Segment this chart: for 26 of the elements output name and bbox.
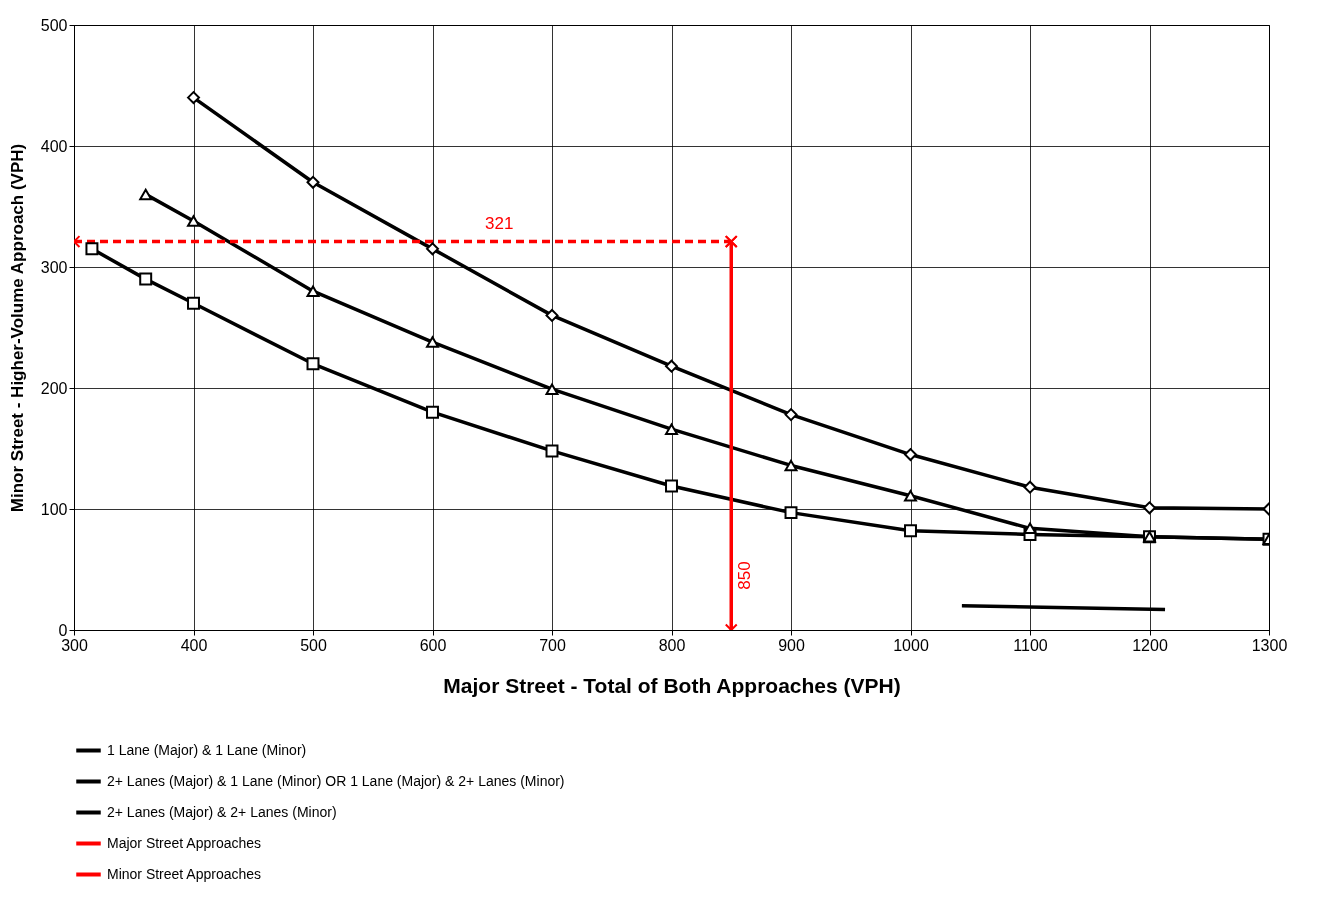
legend-label: 2+ Lanes (Major) & 1 Lane (Minor) OR 1 Lane (Major) & 2+ Lanes (Minor): [107, 772, 565, 789]
y-tick-label: 300: [40, 258, 68, 276]
x-tick-label: 1100: [1013, 636, 1048, 654]
x-tick-label: 400: [180, 636, 208, 654]
y-tick-label: 400: [40, 137, 68, 155]
legend-label: Minor Street Approaches: [107, 865, 262, 882]
x-tick-label: 900: [778, 636, 805, 654]
x-tick-label: 1300: [1251, 636, 1288, 654]
y-tick-label: 0: [58, 621, 68, 639]
annotation: 850: [735, 561, 755, 590]
y-axis-title: Minor Street - Higher-Volume Approach (VPH): [7, 143, 27, 513]
legend-label: Major Street Approaches: [107, 834, 262, 851]
x-tick-label: 500: [300, 636, 327, 654]
x-tick-label: 700: [539, 636, 566, 654]
x-tick-label: 1000: [893, 636, 929, 654]
y-tick-label: 500: [40, 16, 68, 34]
x-tick-label: 800: [658, 636, 686, 654]
x-tick-label: 1200: [1132, 636, 1168, 654]
annotation: 321: [485, 213, 514, 233]
y-tick-label: 100: [40, 500, 68, 518]
x-axis-title: Major Street - Total of Both Approaches (VPH): [443, 673, 901, 697]
legend-label: 1 Lane (Major) & 1 Lane (Minor): [107, 741, 307, 758]
x-tick-label: 300: [61, 636, 88, 654]
y-tick-label: 200: [40, 379, 68, 397]
x-tick-label: 600: [419, 636, 447, 654]
legend-label: 2+ Lanes (Major) & 2+ Lanes (Minor): [107, 803, 337, 820]
